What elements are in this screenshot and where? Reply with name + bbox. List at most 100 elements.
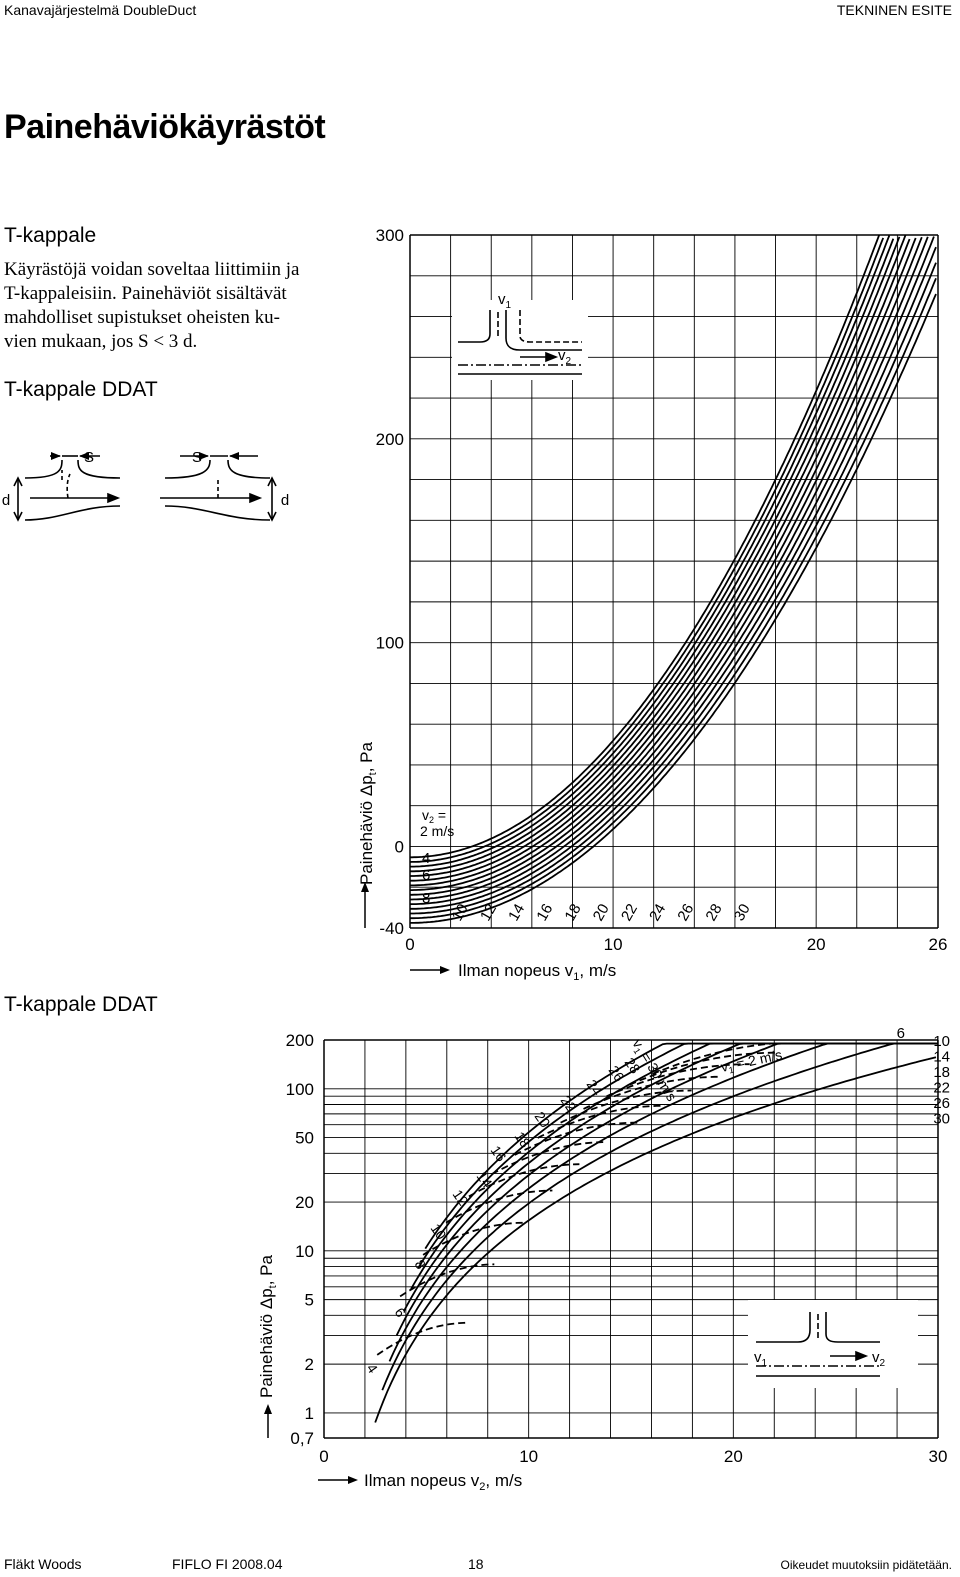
y-tick-label: 100 bbox=[376, 634, 404, 653]
header-doc-title: Kanavajärjestelmä DoubleDuct bbox=[4, 2, 197, 18]
y-tick-label: 50 bbox=[295, 1129, 314, 1148]
series-label: 16 bbox=[533, 901, 556, 924]
series-label: 14 bbox=[474, 1169, 496, 1191]
y-tick-label: 100 bbox=[286, 1080, 314, 1099]
y-tick-label: 200 bbox=[376, 430, 404, 449]
intro-text: Käyrästöjä voidan soveltaa liittimiin ja… bbox=[4, 258, 364, 354]
d-label-right: d bbox=[281, 492, 289, 509]
series-line bbox=[409, 236, 935, 906]
intro-line: Käyrästöjä voidan soveltaa liittimiin ja bbox=[4, 259, 300, 280]
series-label: 8 bbox=[412, 1257, 430, 1273]
series-label: v2 = bbox=[422, 807, 446, 825]
chart2-ylabel: Painehäviö Δpt, Pa bbox=[257, 1254, 279, 1438]
series-line bbox=[410, 236, 901, 877]
d-label-left: d bbox=[2, 492, 10, 509]
series-label: 28 bbox=[703, 901, 726, 924]
series-label: 24 bbox=[646, 901, 669, 924]
svg-text:Painehäviö Δpt, Pa: Painehäviö Δpt, Pa bbox=[357, 741, 379, 885]
chart1-ylabel: Painehäviö Δpt, Pa bbox=[357, 741, 379, 928]
svg-text:Ilman nopeus v1, m/s: Ilman nopeus v1, m/s bbox=[458, 961, 616, 983]
intro-line: mahdolliset supistukset oheisten ku- bbox=[4, 307, 281, 328]
series-label: 18 bbox=[933, 1064, 950, 1081]
v2-label-1: v2 bbox=[558, 347, 572, 367]
s-label-right: S bbox=[192, 449, 202, 466]
v1-label-1: v1 bbox=[498, 291, 512, 311]
series-label: 22 bbox=[618, 901, 641, 924]
series-line-dashed bbox=[422, 1221, 526, 1256]
series-label: 26 bbox=[933, 1095, 950, 1112]
series-label: 14 bbox=[505, 901, 528, 924]
series-line-dashed bbox=[560, 1089, 692, 1124]
series-label: 4 bbox=[364, 1361, 382, 1377]
footer-page-number: 18 bbox=[468, 1556, 484, 1572]
footer-doc-code: FIFLO FI 2008.04 bbox=[172, 1556, 283, 1572]
series-line-dashed bbox=[629, 1051, 777, 1086]
series-line bbox=[410, 293, 937, 924]
header-doc-type: TEKNINEN ESITE bbox=[836, 2, 952, 18]
svg-text:Painehäviö Δpt, Pa: Painehäviö Δpt, Pa bbox=[257, 1254, 279, 1398]
s-label-left: S bbox=[84, 449, 94, 466]
y-tick-label: 300 bbox=[376, 226, 404, 245]
y-tick-label: -40 bbox=[379, 919, 404, 938]
chart1-xlabel: Ilman nopeus v1, m/s bbox=[410, 961, 616, 983]
footer-company: Fläkt Woods bbox=[4, 1556, 82, 1572]
series-line bbox=[381, 1042, 935, 1391]
chart1-curves bbox=[409, 234, 937, 924]
series-line bbox=[410, 246, 937, 910]
x-tick-label: 0 bbox=[405, 935, 414, 954]
series-label: 12 bbox=[477, 901, 500, 924]
series-line bbox=[410, 262, 937, 915]
series-label: 10 bbox=[449, 901, 472, 924]
svg-text:Ilman nopeus v2, m/s: Ilman nopeus v2, m/s bbox=[364, 1471, 522, 1493]
series-label: 10 bbox=[933, 1033, 950, 1050]
series-line-dashed bbox=[606, 1063, 750, 1098]
series-line bbox=[410, 237, 917, 891]
intro-line: T-kappaleisiin. Painehäviöt sisältävät bbox=[4, 283, 287, 304]
series-line bbox=[410, 238, 911, 887]
page-title: Painehäviökäyrästöt bbox=[4, 108, 326, 146]
series-line-dashed bbox=[376, 1321, 468, 1356]
series-line-dashed bbox=[537, 1104, 665, 1139]
y-tick-label: 1 bbox=[305, 1404, 314, 1423]
section2-label: T-kappale DDAT bbox=[4, 993, 158, 1016]
x-tick-label: 10 bbox=[519, 1447, 538, 1466]
y-tick-label: 20 bbox=[295, 1193, 314, 1212]
tee-schematic-2 bbox=[748, 1300, 918, 1388]
x-tick-label: 26 bbox=[929, 935, 948, 954]
y-tick-label: 10 bbox=[295, 1242, 314, 1261]
contraction-schematic bbox=[13, 452, 277, 522]
footer-note: Oikeudet muutoksiin pidätetään. bbox=[780, 1558, 952, 1572]
series-line bbox=[410, 238, 895, 873]
series-line bbox=[410, 277, 937, 920]
series-line bbox=[410, 236, 923, 896]
series-line bbox=[424, 1042, 937, 1250]
series-label: 30 bbox=[933, 1111, 950, 1128]
intro-line: vien mukaan, jos S < 3 d. bbox=[4, 331, 198, 352]
x-tick-label: 20 bbox=[807, 935, 826, 954]
series-line bbox=[410, 234, 907, 882]
series-line-dashed bbox=[651, 1042, 804, 1075]
series-line bbox=[374, 1056, 937, 1423]
intro-heading: T-kappale bbox=[4, 224, 97, 247]
series-line bbox=[410, 235, 891, 868]
y-tick-label: 200 bbox=[286, 1031, 314, 1050]
series-label: 26 bbox=[674, 901, 697, 924]
series-label: 20 bbox=[590, 901, 613, 924]
y-tick-label: 2 bbox=[305, 1355, 314, 1374]
x-tick-label: 0 bbox=[319, 1447, 328, 1466]
series-line bbox=[410, 234, 880, 859]
chart2-curves bbox=[374, 1042, 938, 1423]
x-tick-label: 20 bbox=[724, 1447, 743, 1466]
series-label: 30 bbox=[731, 901, 754, 924]
x-tick-label: 30 bbox=[929, 1447, 948, 1466]
chart2-ticks: 0 10 20 30 0,7 1 2 5 10 20 50 100 200 bbox=[286, 1031, 948, 1466]
series-label: 18 bbox=[562, 901, 585, 924]
series-line-dashed bbox=[445, 1189, 553, 1224]
series-line bbox=[410, 236, 929, 901]
series-label: 14 bbox=[933, 1049, 950, 1066]
chart1-series-labels: v2 =2 m/s 46 8 10 12 14 16 18 20 22 24 26 28 30 bbox=[420, 807, 754, 924]
series-line-dashed bbox=[583, 1075, 719, 1110]
series-label: 6 bbox=[392, 1305, 410, 1321]
